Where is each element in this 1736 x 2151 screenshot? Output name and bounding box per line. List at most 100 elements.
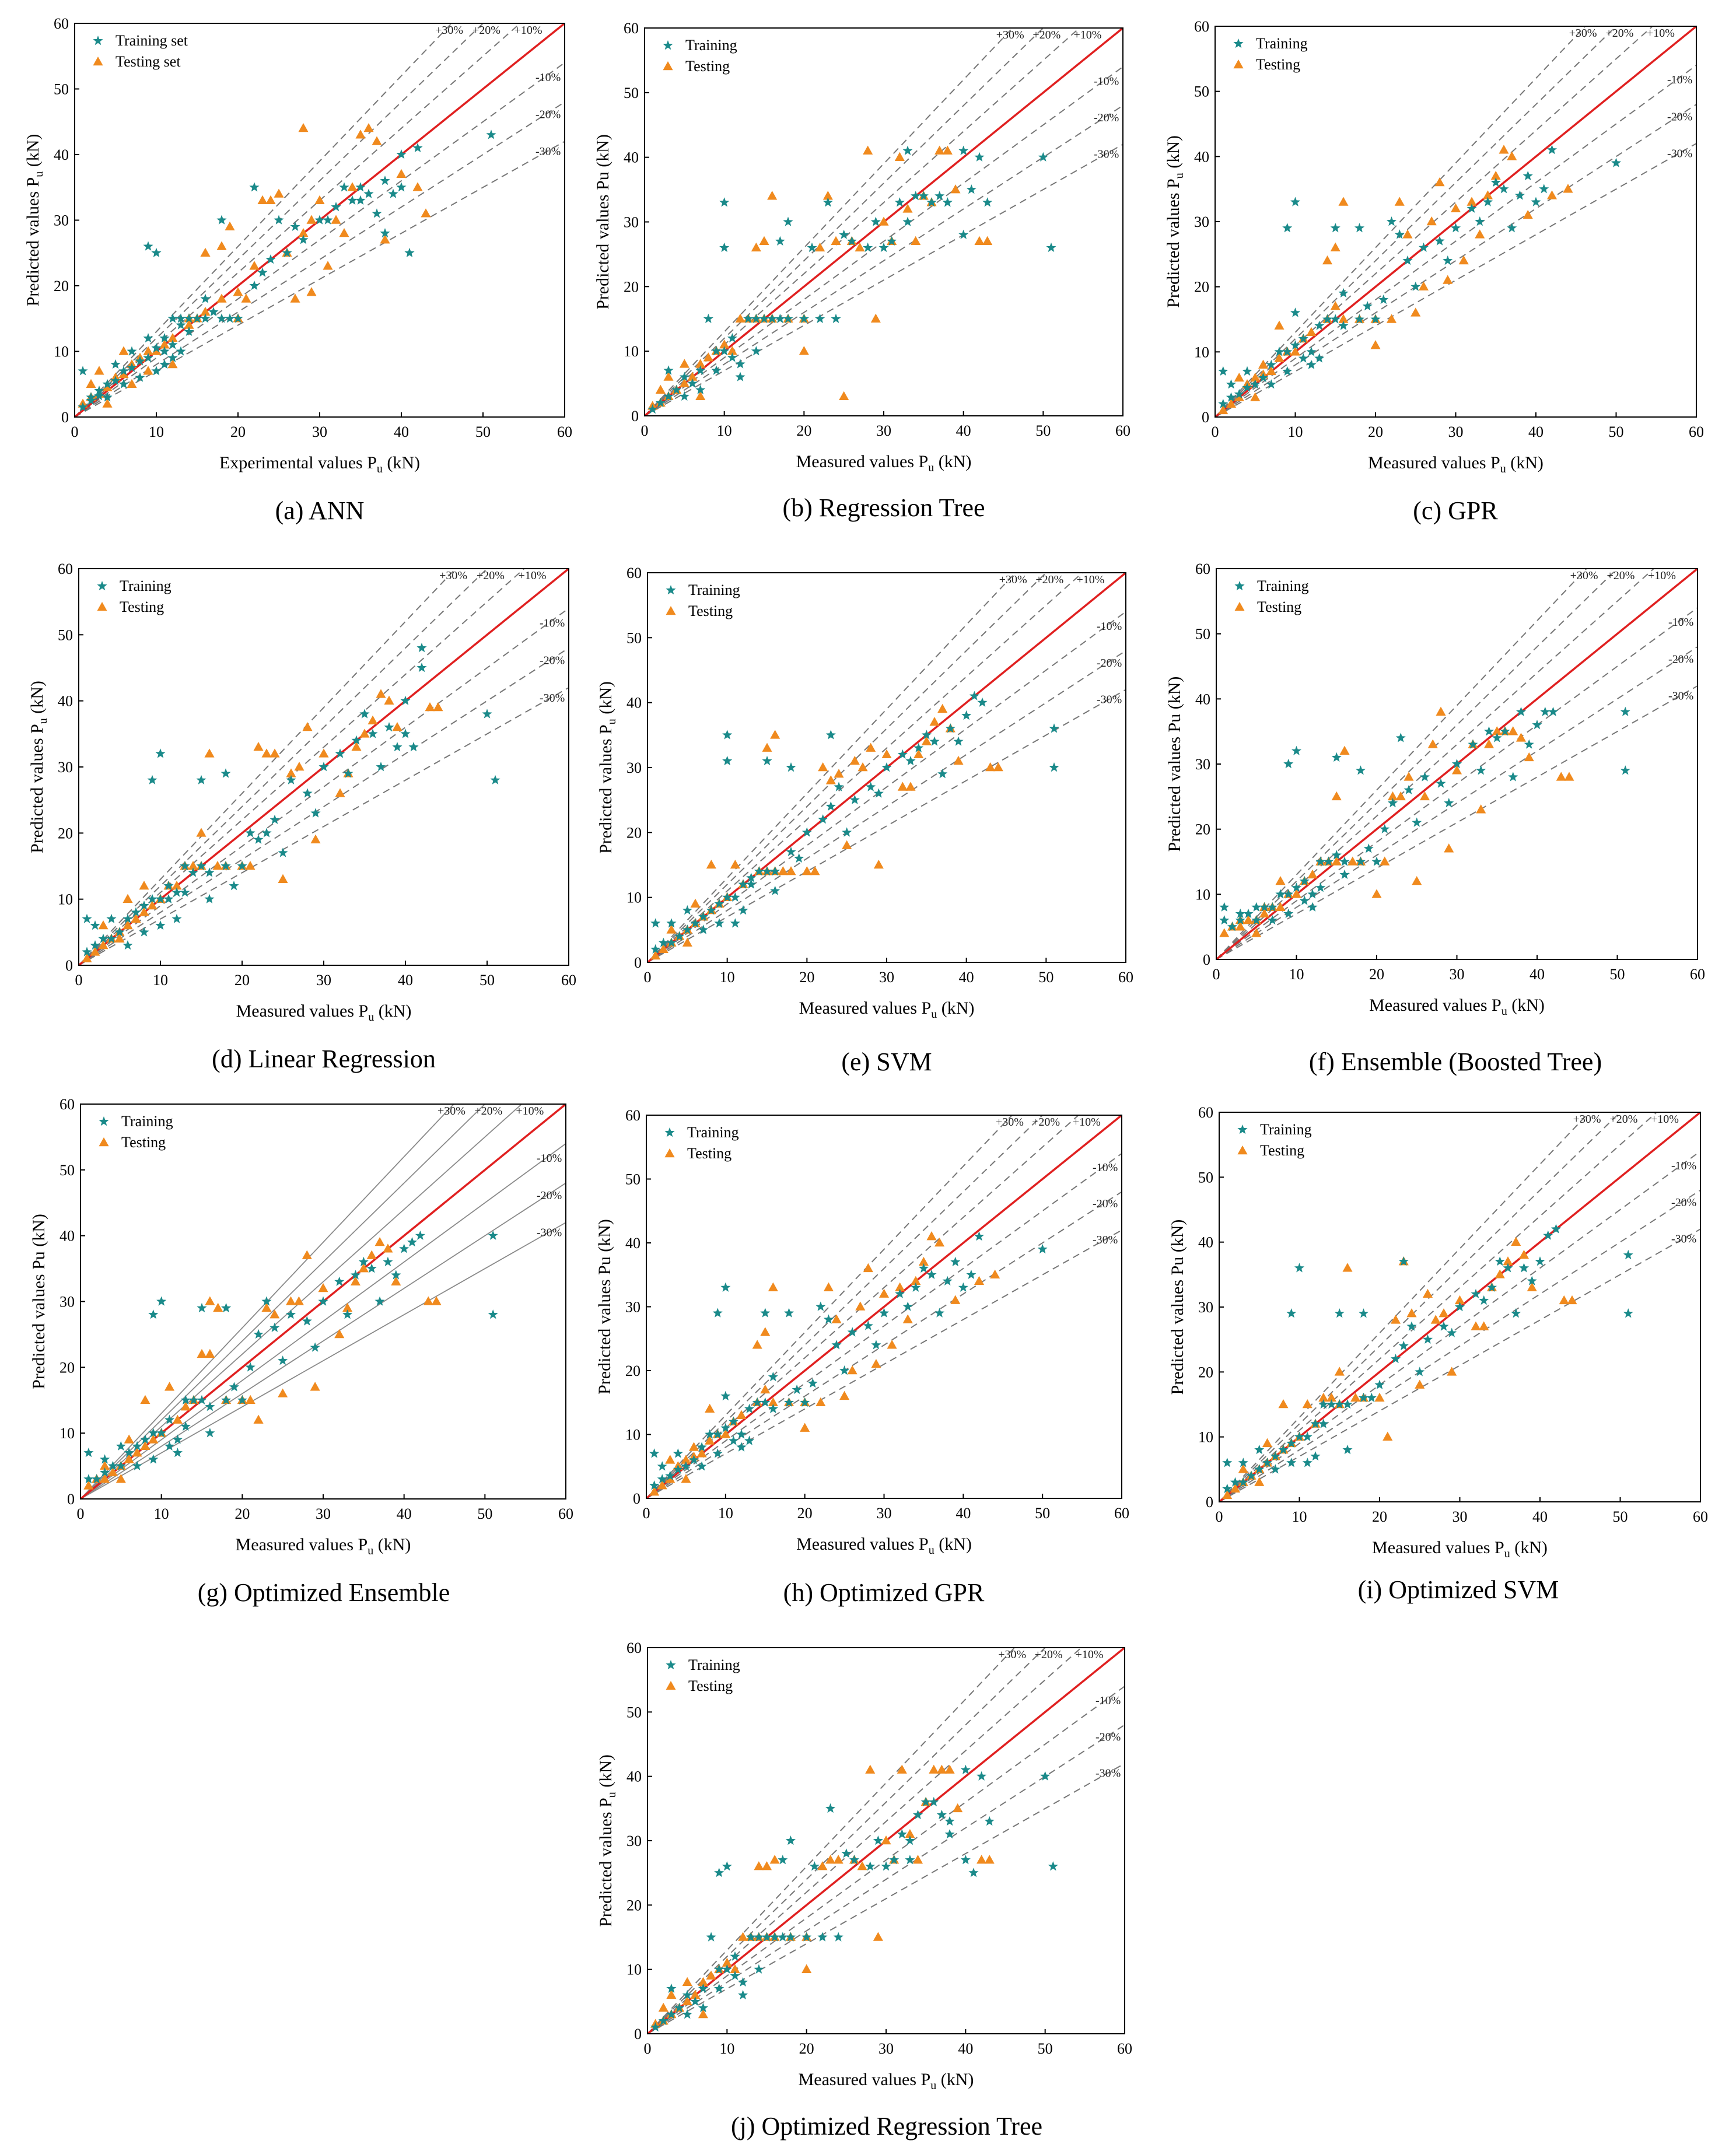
training-point (682, 924, 692, 934)
testing-point (261, 1302, 272, 1312)
training-point (131, 907, 141, 917)
legend-training-marker (93, 36, 103, 45)
training-point (233, 313, 243, 323)
x-tick-label: 60 (1689, 423, 1704, 440)
training-point (1315, 882, 1326, 892)
training-point (1468, 739, 1478, 749)
training-point (127, 346, 137, 356)
training-point (1355, 856, 1366, 866)
band-label: +30% (996, 1116, 1024, 1129)
training-point (881, 762, 892, 772)
training-point (374, 1296, 385, 1306)
points (650, 691, 1059, 960)
training-point (942, 1276, 953, 1285)
training-point (1219, 902, 1230, 912)
testing-point (1447, 1367, 1457, 1376)
band-label: +20% (1035, 1648, 1063, 1661)
error-bands (648, 1648, 1125, 2034)
testing-point (1330, 301, 1340, 310)
testing-point (1427, 739, 1438, 748)
band-label: +10% (1647, 27, 1675, 40)
testing-point (241, 293, 251, 303)
training-point (736, 1442, 747, 1452)
y-tick-label: 0 (1202, 409, 1209, 426)
x-tick-label: 0 (643, 1505, 650, 1522)
testing-point (911, 236, 921, 246)
x-tick-label: 50 (1610, 966, 1625, 983)
training-point (1254, 1464, 1265, 1474)
training-point (92, 1474, 102, 1484)
training-point (1490, 177, 1501, 187)
band-label: +20% (1610, 1113, 1638, 1126)
training-point (1219, 915, 1230, 925)
training-point (760, 1308, 771, 1318)
testing-point (342, 1302, 353, 1312)
testing-point (1262, 1438, 1273, 1448)
testing-point (94, 366, 104, 375)
y-tick-label: 30 (58, 759, 73, 776)
testing-point (366, 1250, 377, 1259)
training-point (1444, 798, 1454, 808)
testing-point (1318, 1392, 1329, 1402)
training-point (720, 1423, 731, 1432)
training-point (1294, 1431, 1305, 1441)
training-point (722, 755, 733, 766)
training-point (298, 234, 309, 244)
testing-point (143, 346, 153, 355)
testing-point (1443, 275, 1453, 284)
y-axis-label: Predicted values Pu (kN) (1164, 135, 1186, 308)
x-tick-label: 20 (799, 2040, 814, 2057)
testing-point (1226, 398, 1237, 408)
testing-point (1479, 1321, 1489, 1330)
training-point (1492, 733, 1502, 742)
training-point (384, 722, 394, 732)
training-point (682, 905, 692, 915)
training-point (809, 1861, 820, 1871)
training-point (913, 1809, 923, 1820)
x-tick-label: 20 (235, 972, 250, 989)
testing-point (1404, 772, 1414, 781)
training-point (1290, 307, 1301, 317)
band-label: +30% (1573, 1113, 1601, 1126)
training-point (205, 1402, 215, 1411)
testing-point (1306, 327, 1317, 337)
training-point (331, 202, 341, 212)
testing-point (302, 1250, 312, 1259)
x-tick-label: 30 (316, 972, 331, 989)
testing-point (124, 1434, 134, 1444)
training-point (807, 242, 817, 253)
training-point (164, 1441, 175, 1451)
y-tick-label: 0 (65, 957, 73, 974)
testing-point (761, 1861, 772, 1870)
training-point (974, 152, 985, 162)
training-point (172, 887, 182, 897)
training-point (663, 391, 674, 401)
testing-point (855, 242, 865, 252)
testing-point (98, 920, 108, 930)
testing-point (720, 1429, 731, 1438)
training-point (873, 788, 884, 798)
x-tick-label: 40 (1530, 966, 1545, 983)
training-point (392, 742, 402, 752)
testing-point (1434, 177, 1445, 187)
training-point (100, 1454, 110, 1464)
training-point (216, 313, 227, 323)
training-point (897, 749, 908, 759)
training-point (221, 1395, 232, 1404)
training-point (698, 1983, 708, 1993)
training-point (735, 359, 746, 369)
training-point (257, 267, 268, 277)
training-point (1422, 1334, 1433, 1344)
band-label: -20% (1096, 1730, 1121, 1743)
training-point (1227, 922, 1238, 931)
training-point (151, 247, 162, 257)
testing-point (912, 1855, 923, 1864)
testing-point (1419, 791, 1430, 801)
x-tick-label: 30 (878, 2040, 894, 2057)
training-point (1404, 784, 1414, 794)
testing-point (425, 702, 435, 712)
testing-point (368, 715, 378, 724)
y-tick-label: 0 (631, 408, 639, 425)
training-point (274, 215, 284, 225)
band-line-+10% (648, 573, 1083, 962)
